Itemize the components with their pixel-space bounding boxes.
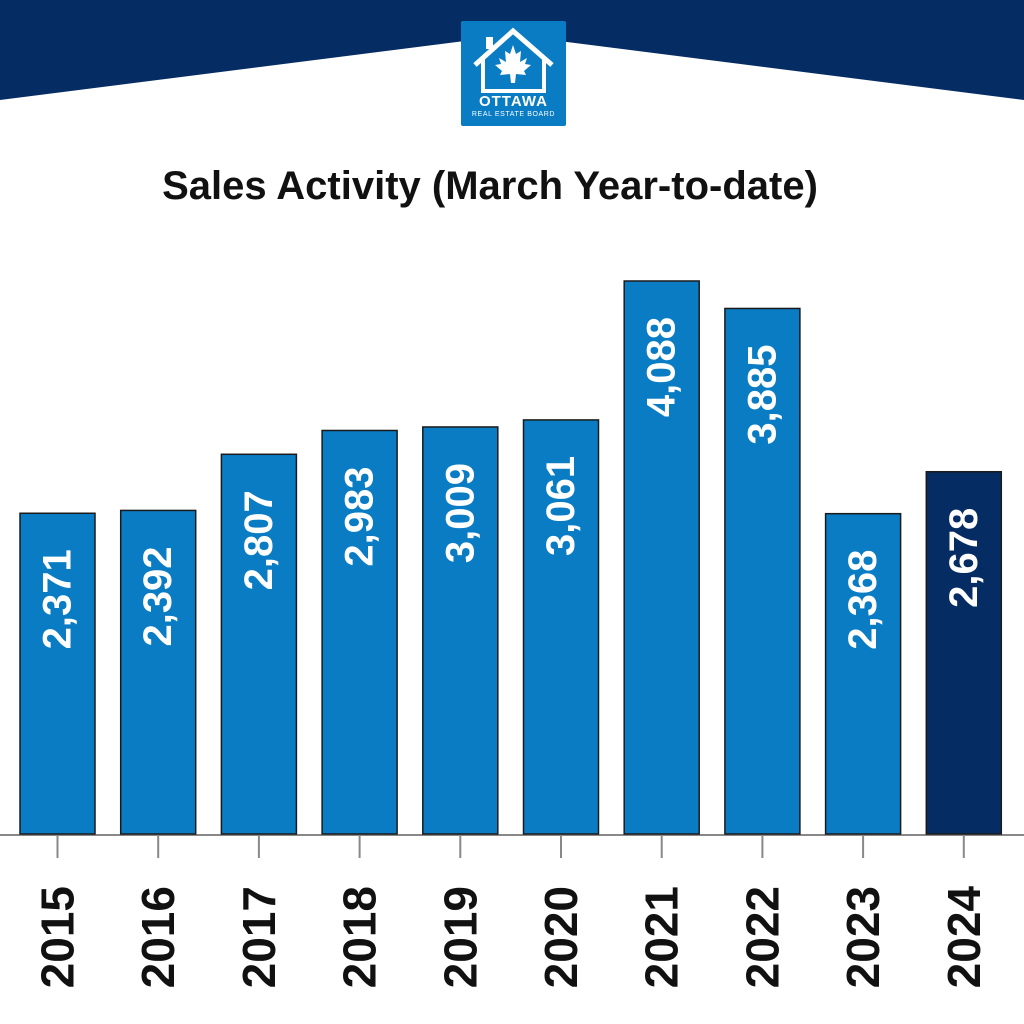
maple-leaf-icon	[495, 45, 531, 83]
logo-name: OTTAWA	[478, 93, 549, 110]
bar-2020	[522, 419, 600, 835]
x-tick-label-2021: 2021	[636, 886, 688, 988]
bar-2024	[925, 470, 1003, 835]
bar-2017	[220, 453, 298, 835]
bar-value-label-2018: 2,983	[338, 466, 382, 566]
bar-2015	[19, 512, 96, 835]
bar-2021	[623, 280, 700, 835]
x-tick-label-2017: 2017	[233, 886, 285, 988]
bar-2022	[724, 307, 801, 835]
bar-value-label-2021: 4,088	[640, 317, 684, 417]
bar-value-label-2023: 2,368	[841, 550, 885, 650]
bar-2019	[422, 426, 499, 835]
logo-subtitle: REAL ESTATE BOARD	[471, 111, 556, 118]
bar-value-label-2020: 3,061	[539, 456, 583, 556]
x-tick-label-2020: 2020	[535, 886, 587, 988]
x-tick-label-2019: 2019	[434, 886, 486, 988]
house-outline-icon	[473, 27, 554, 93]
bar-value-label-2015: 2,371	[36, 549, 80, 649]
ottawa-real-estate-board-logo: OTTAWA REAL ESTATE BOARD	[461, 21, 566, 126]
chart-title: Sales Activity (March Year-to-date)	[162, 164, 818, 208]
bar-value-label-2022: 3,885	[740, 344, 784, 444]
x-tick-label-2024: 2024	[938, 886, 990, 989]
x-tick-label-2015: 2015	[32, 886, 84, 988]
bar-2023	[824, 512, 902, 835]
bar-2018	[321, 429, 398, 835]
bar-value-label-2019: 3,009	[438, 463, 482, 563]
x-tick-label-2016: 2016	[132, 886, 184, 988]
bar-2016	[119, 509, 197, 835]
header-band	[0, 0, 1024, 100]
bar-value-label-2016: 2,392	[136, 546, 180, 646]
bar-value-label-2017: 2,807	[237, 490, 281, 590]
x-tick-label-2022: 2022	[736, 886, 788, 988]
x-tick-label-2023: 2023	[837, 886, 889, 988]
x-tick-label-2018: 2018	[334, 886, 386, 988]
bar-value-label-2024: 2,678	[942, 508, 986, 608]
